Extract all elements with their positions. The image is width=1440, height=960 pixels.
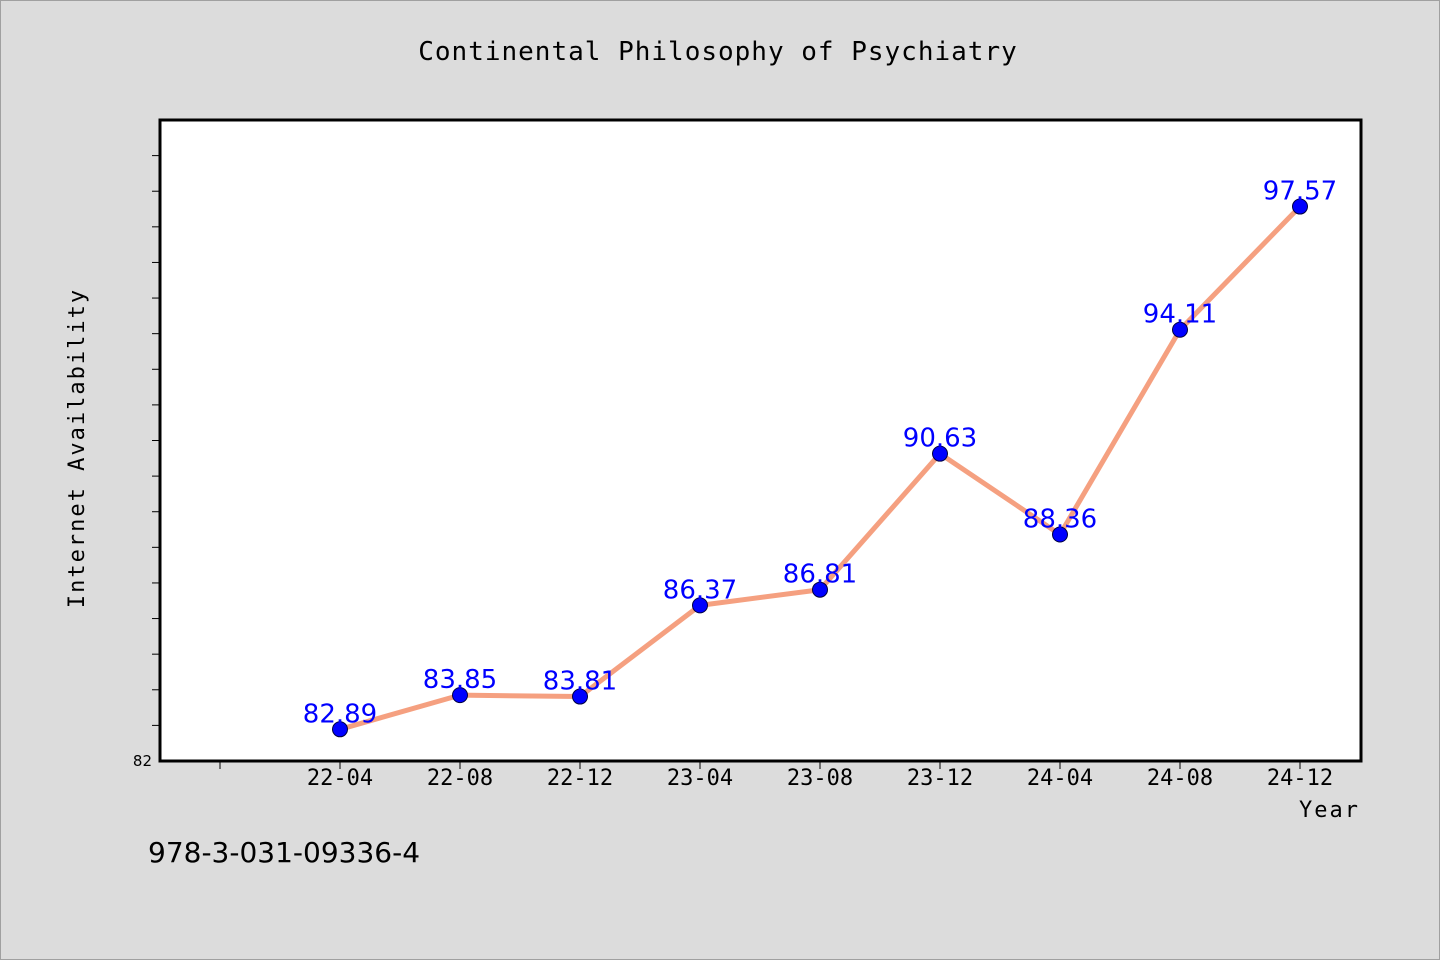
x-tick-label: 24-12	[1267, 766, 1333, 791]
data-label: 90.63	[903, 424, 977, 454]
plot-area	[158, 118, 1363, 763]
data-point	[332, 721, 348, 738]
chart-title: Continental Philosophy of Psychiatry	[418, 37, 1018, 67]
data-point	[932, 445, 948, 462]
x-tick-label: 24-08	[1147, 766, 1213, 791]
x-tick-label: 23-12	[907, 766, 973, 791]
data-point	[1292, 198, 1308, 215]
data-point	[1172, 321, 1188, 338]
x-axis-tick-labels: 22-04 22-08 22-12 23-04 23-08 23-12 24-04 24-08…	[307, 766, 1333, 791]
x-tick-label: 22-12	[547, 766, 613, 791]
x-axis-label: Year	[1299, 798, 1360, 823]
data-label: 82.89	[303, 699, 377, 729]
data-label: 83.81	[543, 667, 617, 697]
isbn-text: 978-3-031-09336-4	[148, 836, 420, 869]
data-point	[692, 597, 708, 614]
data-label: 94.11	[1143, 300, 1217, 330]
data-point	[452, 687, 468, 704]
y-axis-label: Internet Availability	[65, 288, 90, 608]
data-label: 86.81	[783, 560, 857, 590]
data-label: 88.36	[1023, 505, 1097, 535]
x-tick-label: 24-04	[1027, 766, 1093, 791]
data-point	[812, 581, 828, 598]
x-tick-label: 23-08	[787, 766, 853, 791]
x-tick-label: 22-08	[427, 766, 493, 791]
x-tick-label: 22-04	[307, 766, 373, 791]
data-point	[1052, 526, 1068, 543]
data-point	[572, 688, 588, 705]
y-minor-ticks	[152, 155, 160, 726]
data-labels: 82.89 83.85 83.81 86.37 86.81 90.63 88.36 94.11…	[303, 177, 1337, 730]
x-tick-label: 23-04	[667, 766, 733, 791]
data-label: 86.37	[663, 575, 737, 605]
data-label: 83.85	[423, 665, 497, 695]
x-axis-ticks	[219, 761, 1301, 769]
y-axis-tick-labels: 82	[133, 752, 152, 770]
y-tick-label: 82	[133, 752, 152, 770]
data-label: 97.57	[1263, 177, 1337, 207]
data-markers	[332, 198, 1308, 738]
